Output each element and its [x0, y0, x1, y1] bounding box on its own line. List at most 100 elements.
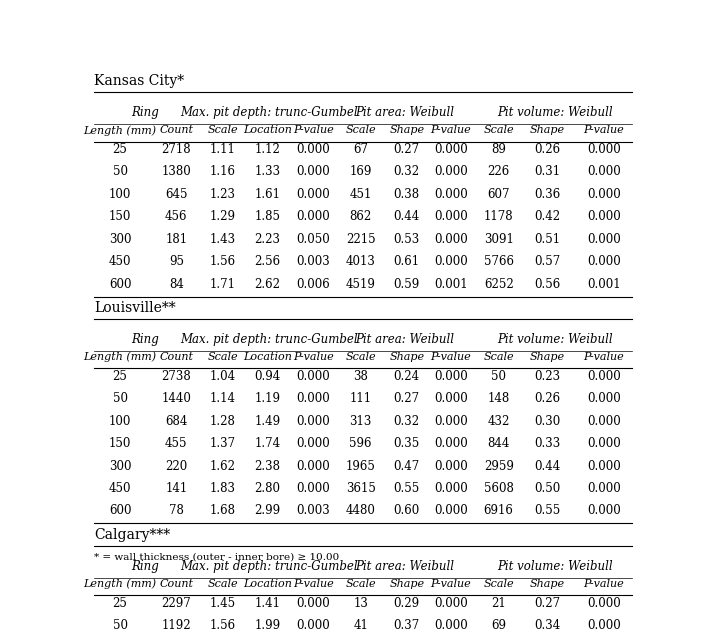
Text: 141: 141 [165, 482, 188, 495]
Text: 450: 450 [109, 482, 131, 495]
Text: 0.000: 0.000 [297, 392, 331, 405]
Text: 0.37: 0.37 [394, 619, 420, 632]
Text: 50: 50 [113, 392, 127, 405]
Text: 2718: 2718 [161, 143, 191, 156]
Text: 0.000: 0.000 [297, 415, 331, 428]
Text: 0.42: 0.42 [535, 210, 561, 223]
Text: 1.33: 1.33 [255, 165, 280, 178]
Text: 844: 844 [488, 437, 510, 450]
Text: Shape: Shape [389, 579, 424, 589]
Text: 84: 84 [169, 278, 184, 291]
Text: 1.49: 1.49 [255, 415, 280, 428]
Text: P-value: P-value [293, 126, 334, 136]
Text: 2215: 2215 [346, 233, 375, 246]
Text: Pit volume: Weibull: Pit volume: Weibull [497, 560, 612, 573]
Text: 313: 313 [350, 415, 372, 428]
Text: 455: 455 [165, 437, 188, 450]
Text: 0.006: 0.006 [297, 278, 331, 291]
Text: 0.000: 0.000 [587, 482, 621, 495]
Text: Shape: Shape [389, 126, 424, 136]
Text: 0.000: 0.000 [434, 188, 467, 201]
Text: 0.55: 0.55 [394, 482, 420, 495]
Text: 0.000: 0.000 [587, 256, 621, 268]
Text: 5766: 5766 [484, 256, 513, 268]
Text: 1.04: 1.04 [210, 370, 236, 383]
Text: Ring: Ring [131, 106, 159, 119]
Text: P-value: P-value [430, 579, 471, 589]
Text: 0.000: 0.000 [587, 143, 621, 156]
Text: 6916: 6916 [484, 505, 513, 517]
Text: 0.34: 0.34 [535, 619, 561, 632]
Text: Max. pit depth: trunc-Gumbel: Max. pit depth: trunc-Gumbel [180, 106, 358, 119]
Text: Shape: Shape [530, 352, 565, 362]
Text: 1.19: 1.19 [255, 392, 280, 405]
Text: 95: 95 [169, 256, 184, 268]
Text: 456: 456 [165, 210, 188, 223]
Text: 3091: 3091 [484, 233, 513, 246]
Text: 0.31: 0.31 [535, 165, 561, 178]
Text: 220: 220 [165, 460, 188, 472]
Text: 1380: 1380 [161, 165, 191, 178]
Text: 78: 78 [169, 505, 184, 517]
Text: 0.61: 0.61 [394, 256, 420, 268]
Text: 1178: 1178 [484, 210, 513, 223]
Text: Pit area: Weibull: Pit area: Weibull [355, 560, 454, 573]
Text: Location: Location [244, 352, 292, 362]
Text: 0.94: 0.94 [254, 370, 281, 383]
Text: 1.28: 1.28 [210, 415, 236, 428]
Text: 0.000: 0.000 [434, 619, 467, 632]
Text: Location: Location [244, 579, 292, 589]
Text: 0.000: 0.000 [297, 437, 331, 450]
Text: P-value: P-value [583, 579, 624, 589]
Text: Ring: Ring [131, 560, 159, 573]
Text: 0.53: 0.53 [394, 233, 420, 246]
Text: Scale: Scale [207, 579, 239, 589]
Text: 89: 89 [491, 143, 506, 156]
Text: 69: 69 [491, 619, 506, 632]
Text: 1.12: 1.12 [255, 143, 280, 156]
Text: P-value: P-value [583, 126, 624, 136]
Text: 2959: 2959 [484, 460, 513, 472]
Text: 1.45: 1.45 [210, 597, 236, 609]
Text: Scale: Scale [346, 352, 376, 362]
Text: 0.51: 0.51 [535, 233, 561, 246]
Text: 300: 300 [109, 233, 131, 246]
Text: 432: 432 [488, 415, 510, 428]
Text: Pit area: Weibull: Pit area: Weibull [355, 333, 454, 346]
Text: 1.43: 1.43 [210, 233, 236, 246]
Text: 25: 25 [113, 143, 127, 156]
Text: 0.000: 0.000 [434, 210, 467, 223]
Text: Length (mm): Length (mm) [84, 579, 156, 589]
Text: 0.000: 0.000 [297, 597, 331, 609]
Text: 50: 50 [113, 165, 127, 178]
Text: 0.000: 0.000 [434, 482, 467, 495]
Text: 1.99: 1.99 [255, 619, 280, 632]
Text: 0.36: 0.36 [535, 188, 561, 201]
Text: 600: 600 [109, 505, 131, 517]
Text: 0.000: 0.000 [297, 143, 331, 156]
Text: 1.23: 1.23 [210, 188, 236, 201]
Text: 0.000: 0.000 [297, 188, 331, 201]
Text: 0.30: 0.30 [535, 415, 561, 428]
Text: 0.000: 0.000 [297, 165, 331, 178]
Text: Max. pit depth: trunc-Gumbel: Max. pit depth: trunc-Gumbel [180, 560, 358, 573]
Text: 4480: 4480 [346, 505, 375, 517]
Text: Count: Count [159, 579, 193, 589]
Text: 0.000: 0.000 [297, 370, 331, 383]
Text: 2.23: 2.23 [255, 233, 280, 246]
Text: 2.80: 2.80 [255, 482, 280, 495]
Text: 0.000: 0.000 [587, 437, 621, 450]
Text: 0.24: 0.24 [394, 370, 420, 383]
Text: 2297: 2297 [161, 597, 191, 609]
Text: 2738: 2738 [161, 370, 191, 383]
Text: 0.000: 0.000 [587, 460, 621, 472]
Text: 0.003: 0.003 [297, 505, 331, 517]
Text: 169: 169 [350, 165, 372, 178]
Text: 0.000: 0.000 [434, 415, 467, 428]
Text: 0.000: 0.000 [434, 392, 467, 405]
Text: 226: 226 [488, 165, 510, 178]
Text: 1.56: 1.56 [210, 256, 236, 268]
Text: 600: 600 [109, 278, 131, 291]
Text: 25: 25 [113, 370, 127, 383]
Text: 0.56: 0.56 [535, 278, 561, 291]
